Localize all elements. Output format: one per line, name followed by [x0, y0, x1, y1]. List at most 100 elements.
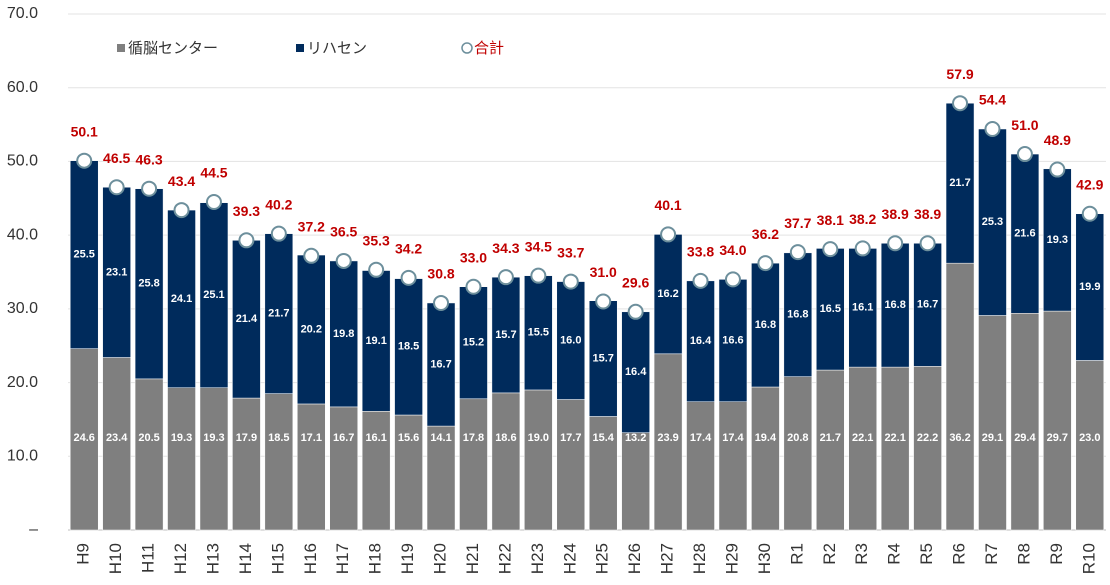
data-label: 19.3 — [171, 432, 192, 444]
legend-label: 循脳センター — [128, 40, 218, 57]
bar-segment — [621, 311, 650, 433]
bar-segment — [264, 393, 294, 531]
total-marker — [562, 273, 579, 290]
x-tick-label: R3 — [852, 543, 871, 565]
data-label: 14.1 — [430, 432, 451, 444]
total-marker — [238, 232, 255, 249]
bar-segment — [880, 366, 910, 531]
x-tick-label: H13 — [203, 543, 222, 574]
bar-segment — [1010, 153, 1040, 314]
x-tick-label: H24 — [560, 543, 579, 574]
bar-segment — [297, 254, 326, 405]
bar-segment — [524, 275, 553, 391]
data-label: 19.3 — [1047, 234, 1068, 246]
data-label: 25.1 — [203, 289, 224, 301]
total-label: 36.2 — [752, 226, 779, 242]
y-tick-label: 20.0 — [7, 374, 38, 391]
bar-segment — [1043, 168, 1072, 312]
bar-segment — [329, 406, 358, 531]
total-label: 48.9 — [1044, 132, 1071, 148]
total-marker — [724, 271, 741, 288]
total-label: 37.7 — [784, 215, 811, 231]
total-marker — [303, 247, 320, 264]
bar-segment — [167, 387, 196, 531]
bar-segment — [783, 376, 813, 531]
data-label: 25.5 — [74, 249, 95, 261]
data-label: 17.9 — [236, 432, 257, 444]
x-tick-label: H25 — [593, 543, 612, 574]
bar-segment — [653, 234, 683, 355]
total-label: 43.4 — [168, 173, 195, 189]
bar-segment — [491, 392, 521, 531]
data-label: 21.7 — [268, 308, 289, 320]
data-label: 23.1 — [106, 266, 127, 278]
x-tick-label: R10 — [1079, 543, 1098, 574]
data-label: 21.6 — [1014, 228, 1035, 240]
data-label: 17.1 — [301, 432, 322, 444]
total-marker — [789, 244, 806, 261]
total-marker — [854, 240, 871, 257]
total-label: 51.0 — [1011, 117, 1038, 133]
bar-segment — [102, 186, 131, 358]
data-label: 16.7 — [917, 299, 938, 311]
x-tick-label: H12 — [171, 543, 190, 574]
total-label: 29.6 — [622, 275, 649, 291]
total-label: 34.2 — [395, 241, 422, 257]
total-marker — [660, 226, 677, 243]
data-label: 16.8 — [787, 309, 808, 321]
total-label: 33.8 — [687, 244, 714, 260]
bar-segment — [588, 416, 618, 531]
bar-segment — [297, 403, 326, 531]
x-tick-label: H19 — [398, 543, 417, 574]
legend-label: 合計 — [474, 40, 504, 57]
data-label: 19.4 — [755, 432, 777, 444]
y-tick-label: – — [29, 521, 38, 538]
bar-segment — [232, 397, 261, 531]
total-label: 37.2 — [298, 218, 325, 234]
data-label: 16.8 — [755, 319, 776, 331]
bar-segment — [459, 398, 488, 531]
total-marker — [141, 180, 158, 197]
data-label: 22.2 — [917, 432, 938, 444]
x-tick-label: H16 — [301, 543, 320, 574]
total-label: 33.7 — [557, 244, 584, 260]
y-tick-label: 40.0 — [7, 226, 38, 243]
x-tick-label: R7 — [982, 543, 1001, 565]
legend-swatch — [296, 44, 304, 52]
total-label: 35.3 — [363, 232, 390, 248]
total-marker — [822, 241, 839, 258]
legend-marker — [461, 42, 473, 54]
total-label: 46.5 — [103, 150, 130, 166]
total-marker — [627, 303, 644, 320]
total-marker — [173, 202, 190, 219]
total-marker — [1049, 161, 1066, 178]
x-tick-label: H26 — [625, 543, 644, 574]
total-label: 54.4 — [979, 92, 1006, 108]
data-label: 15.7 — [593, 353, 614, 365]
data-label: 20.8 — [787, 432, 808, 444]
bar-segment — [945, 102, 975, 264]
total-marker — [692, 272, 709, 289]
total-label: 33.0 — [460, 249, 487, 265]
data-label: 29.7 — [1047, 432, 1068, 444]
data-label: 21.7 — [949, 177, 970, 189]
data-label: 18.6 — [495, 432, 516, 444]
data-label: 23.9 — [657, 432, 678, 444]
bar-segment — [1075, 213, 1105, 361]
bar-segment — [491, 276, 521, 394]
total-label: 39.3 — [233, 203, 260, 219]
y-tick-label: 10.0 — [7, 448, 38, 465]
total-marker — [530, 267, 547, 284]
bar-segment — [329, 260, 358, 408]
total-label: 38.1 — [817, 212, 844, 228]
data-label: 16.0 — [560, 334, 581, 346]
data-label: 13.2 — [625, 432, 646, 444]
y-tick-label: 70.0 — [7, 5, 38, 22]
total-marker — [205, 193, 222, 210]
data-label: 19.1 — [365, 335, 386, 347]
data-label: 16.6 — [722, 334, 743, 346]
total-marker — [919, 235, 936, 252]
bar-segment — [361, 411, 391, 531]
x-tick-label: H18 — [366, 543, 385, 574]
